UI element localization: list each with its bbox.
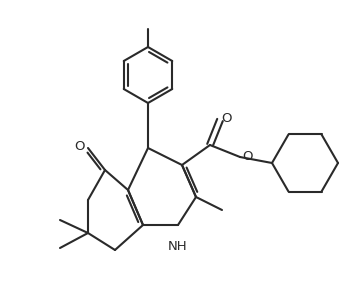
Text: NH: NH [168, 240, 188, 253]
Text: O: O [221, 112, 231, 125]
Text: O: O [74, 141, 85, 154]
Text: O: O [242, 151, 252, 163]
